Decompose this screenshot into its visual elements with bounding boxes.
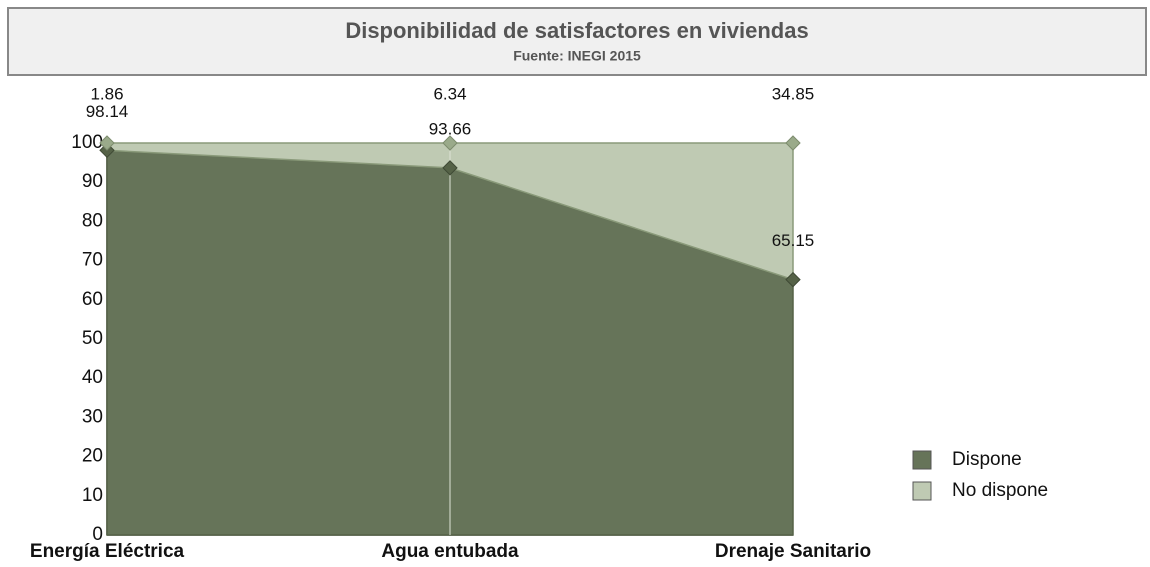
y-tick-label: 100 (71, 132, 103, 153)
y-tick-label: 60 (82, 289, 103, 310)
data-label: 93.66 (429, 119, 472, 138)
legend-label: No dispone (952, 480, 1048, 501)
chart-title: Disponibilidad de satisfactores en vivie… (345, 18, 808, 43)
data-label: 1.86 (90, 84, 123, 103)
y-tick-label: 50 (82, 328, 103, 349)
y-tick-label: 70 (82, 250, 103, 271)
y-tick-label: 30 (82, 406, 103, 427)
legend-swatch (912, 450, 932, 470)
legend-label: Dispone (952, 449, 1022, 470)
data-label: 65.15 (772, 231, 815, 250)
marker (442, 160, 458, 176)
title-box (7, 7, 1147, 76)
legend-swatch (912, 481, 932, 501)
y-tick-label: 80 (82, 210, 103, 231)
y-tick-label: 0 (92, 524, 103, 545)
x-tick-label: Agua entubada (381, 541, 519, 562)
data-label: 6.34 (433, 84, 466, 103)
y-tick-label: 20 (82, 446, 103, 467)
marker (442, 135, 458, 151)
data-label: 34.85 (772, 84, 815, 103)
data-label: 98.14 (86, 102, 129, 121)
chart-subtitle: Fuente: INEGI 2015 (513, 48, 641, 64)
marker (99, 135, 115, 151)
marker (785, 135, 801, 151)
y-tick-label: 90 (82, 171, 103, 192)
marker (785, 271, 801, 288)
y-tick-label: 10 (82, 485, 103, 506)
y-tick-label: 40 (82, 367, 103, 388)
x-tick-label: Drenaje Sanitario (715, 541, 871, 562)
x-tick-label: Energía Eléctrica (30, 541, 185, 562)
